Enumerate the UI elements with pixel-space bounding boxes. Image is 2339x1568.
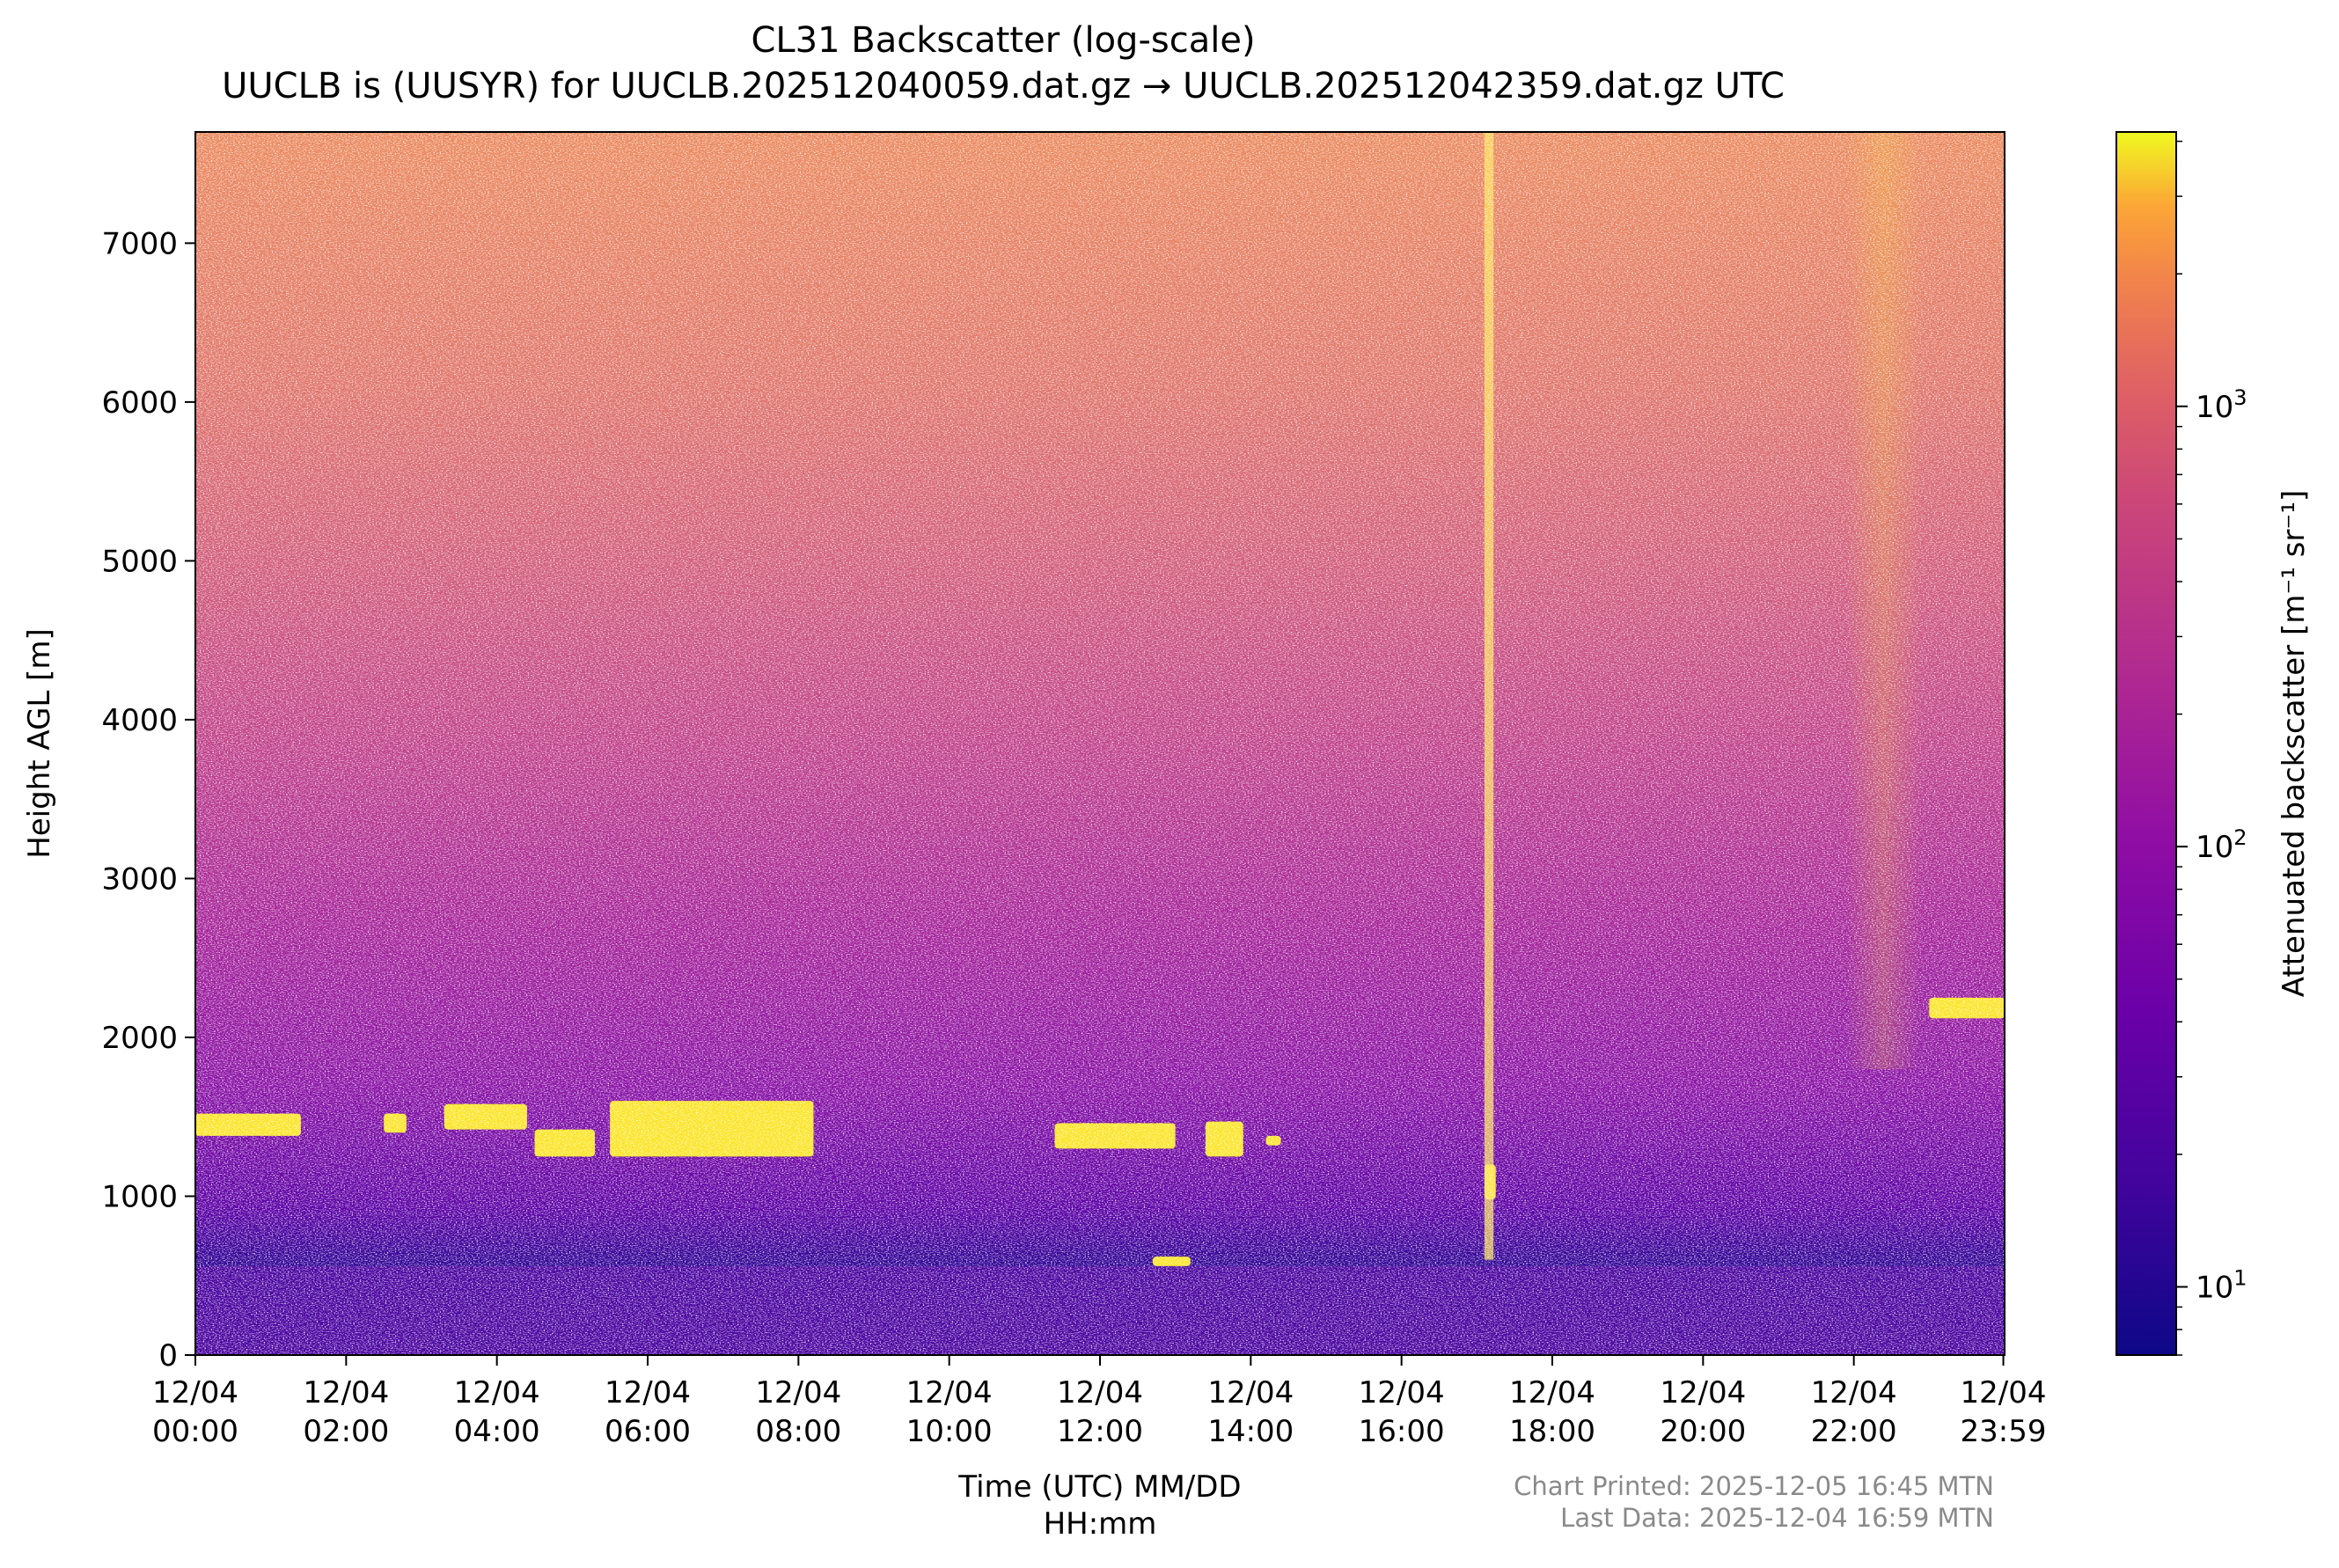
y-tick-label: 4000 — [101, 703, 178, 738]
x-axis-label-line1: Time (UTC) MM/DD — [958, 1469, 1242, 1505]
x-tick-label-date: 12/04 — [1660, 1375, 1746, 1410]
x-tick-label-time: 12:00 — [1057, 1414, 1143, 1449]
x-tick-label-time: 06:00 — [605, 1414, 691, 1449]
colorbar-gradient — [2115, 131, 2177, 1356]
x-tick-label-date: 12/04 — [755, 1375, 841, 1410]
x-tick-label-date: 12/04 — [152, 1375, 238, 1410]
x-tick-label-time: 14:00 — [1207, 1414, 1294, 1449]
x-tick-label-date: 12/04 — [454, 1375, 540, 1410]
x-tick-label-time: 20:00 — [1660, 1414, 1746, 1449]
chart-subtitle: UUCLB is (UUSYR) for UUCLB.202512040059.… — [222, 66, 1785, 106]
colorbar-tick-label: 102 — [2196, 825, 2247, 865]
chart-printed-note: Chart Printed: 2025-12-05 16:45 MTN — [1514, 1471, 1994, 1501]
x-tick-label-time: 16:00 — [1359, 1414, 1445, 1449]
x-tick-label-date: 12/04 — [1359, 1375, 1445, 1410]
colorbar-label: Attenuated backscatter [m⁻¹ sr⁻¹] — [2277, 490, 2312, 998]
y-axis: 0 1000 2000 3000 4000 5000 6000 7000 — [101, 226, 195, 1374]
y-tick-label: 0 — [158, 1338, 178, 1374]
y-tick-label: 3000 — [101, 861, 178, 897]
colorbar-tick-label: 103 — [2196, 385, 2247, 425]
colorbar-tick-label: 101 — [2196, 1265, 2247, 1305]
x-tick-label-date: 12/04 — [303, 1375, 389, 1410]
last-data-note: Last Data: 2025-12-04 16:59 MTN — [1560, 1503, 1994, 1533]
x-tick-label-time: 08:00 — [755, 1414, 841, 1449]
x-tick-label-time: 10:00 — [906, 1414, 993, 1449]
x-tick-label-date: 12/04 — [906, 1375, 993, 1410]
x-tick-label-time: 00:00 — [152, 1414, 238, 1449]
colorbar: 101 102 103 — [2115, 131, 2247, 1356]
y-tick-label: 7000 — [101, 226, 178, 261]
x-tick-label-time: 02:00 — [303, 1414, 389, 1449]
x-tick-label-date: 12/04 — [1509, 1375, 1595, 1410]
x-axis: 12/04 00:00 12/04 02:00 12/04 04:00 12/04 06:00… — [152, 1355, 2047, 1449]
x-tick-label-time: 04:00 — [454, 1414, 540, 1449]
chart-title: CL31 Backscatter (log-scale) — [751, 20, 1256, 61]
backscatter-heatmap — [195, 132, 2005, 1355]
y-tick-label: 2000 — [101, 1021, 178, 1056]
y-tick-label: 6000 — [101, 385, 178, 421]
noise-speckle — [195, 132, 2005, 1355]
x-tick-label-date: 12/04 — [1207, 1375, 1294, 1410]
x-axis-label-line2: HH:mm — [1043, 1506, 1157, 1542]
x-tick-label-date: 12/04 — [1961, 1375, 2047, 1410]
y-axis-label: Height AGL [m] — [22, 628, 57, 859]
y-tick-label: 1000 — [101, 1179, 178, 1214]
x-tick-label-date: 12/04 — [605, 1375, 691, 1410]
x-tick-label-time: 18:00 — [1509, 1414, 1595, 1449]
x-tick-label-date: 12/04 — [1057, 1375, 1143, 1410]
y-tick-label: 5000 — [101, 544, 178, 579]
x-tick-label-time: 23:59 — [1961, 1414, 2047, 1449]
x-tick-label-date: 12/04 — [1811, 1375, 1897, 1410]
x-tick-label-time: 22:00 — [1811, 1414, 1897, 1449]
